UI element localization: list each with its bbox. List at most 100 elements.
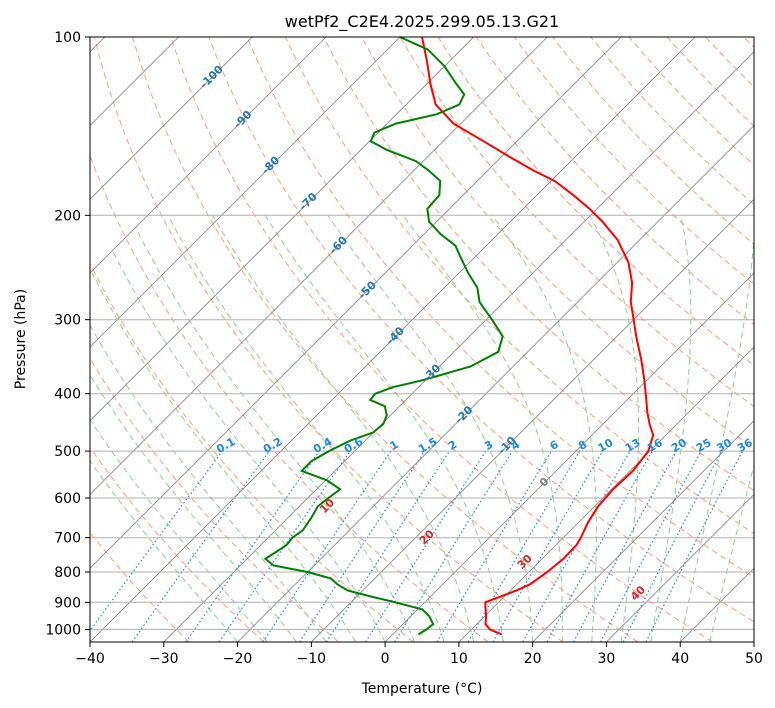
isotherm-line [532,420,754,642]
x-tick-label: 50 [745,651,763,667]
dry-adiabat-line [437,37,754,366]
isotherm-line [458,346,754,642]
dry-adiabat-line [90,262,414,642]
isotherm-line [90,37,253,200]
isotherm-label: -90 [231,108,254,131]
dry-adiabat-line [208,37,754,623]
y-tick-label: 900 [54,595,81,611]
moist-adiabat-line [650,215,692,642]
dry-adiabat-line [90,357,339,642]
mixing-ratio-line [299,450,426,642]
mixing-ratio-line [467,450,581,642]
dry-adiabat-line [399,37,754,408]
isotherm-line [679,567,754,642]
y-tick-label: 400 [54,387,81,403]
mixing-ratio-line [218,450,351,642]
mixing-ratio-line [546,450,653,642]
x-tick-label: −40 [75,651,105,667]
moist-adiabat-line [402,215,563,642]
mixing-ratio-line [572,450,677,642]
mixing-ratio-label: 36 [735,436,755,455]
mixing-ratio-line [522,450,631,642]
profile-series [263,37,655,636]
y-tick-label: 600 [54,491,81,507]
y-axis-label: Pressure (hPa) [13,289,29,389]
isotherm-line [311,198,754,642]
y-tick-label: 300 [54,313,81,329]
moist-adiabat-line [112,251,386,642]
dry-adiabat-line [323,37,754,492]
dry-adiabat-line [743,37,754,49]
moist-adiabat-line [91,272,357,642]
dry-adiabat-line [590,37,754,206]
isotherm-label: -60 [327,233,350,256]
mixing-ratio-line [262,450,392,642]
axes: −40 −30 −20 −10 0 10 20 30 40 50 100 200 300 400 500 60… [45,30,763,667]
plot-frame [89,36,755,643]
mixing-ratio-label: 10 [596,436,616,455]
dry-adiabat-line [93,37,564,642]
x-tick-label: 30 [598,651,616,667]
mixing-ratio-label: 25 [694,436,714,455]
dry-adiabat-line [284,37,754,535]
isotherm-label: -100 [197,62,226,91]
y-tick-label: 500 [54,444,81,460]
dry-adiabat-label: 40 [628,583,648,603]
isotherm-line [90,37,327,274]
moist-adiabat-line [167,215,445,642]
y-tick-label: 1000 [45,622,81,638]
mixing-ratio-label: 0.1 [214,435,237,456]
isotherm-label: -40 [384,324,407,347]
mixing-ratio-label: 0.4 [311,435,335,456]
dry-adiabat-line [705,37,754,88]
moist-adiabat-line [135,227,416,642]
x-tick-label: 40 [671,651,689,667]
x-tick-label: 10 [450,651,468,667]
isotherm-label: -50 [356,278,379,301]
x-tick-label: 20 [524,651,542,667]
isotherm-line [90,37,548,495]
x-tick-label: −30 [149,651,179,667]
dry-adiabat-label: 20 [417,527,437,547]
mixing-ratio-line [600,450,702,642]
y-tick-label: 800 [54,565,81,581]
mixing-ratio-line [645,450,744,642]
pressure-gridlines [90,37,754,630]
mixing-ratio-label: 1.5 [416,435,439,456]
moist-adiabat-line [90,418,268,642]
x-tick-label: −20 [223,651,253,667]
dry-adiabat-line [475,37,754,326]
dry-adiabat-line [90,154,489,642]
mixing-ratio-label: 0.2 [261,435,284,456]
isotherm-line [606,493,754,642]
isotherm-label: -70 [297,190,320,213]
dry-adiabat-line [513,37,754,285]
mixing-ratio-line [325,450,450,642]
dry-adiabat-line [628,37,754,166]
moist-adiabat-line [90,460,238,642]
moist-adiabat-line [90,373,297,642]
isotherm-line [90,37,696,642]
dry-adiabat-line [170,37,713,642]
moist-adiabat-line [212,215,475,642]
mixing-ratio-label: 13 [623,436,643,455]
isotherm-line [753,641,754,642]
y-tick-label: 200 [54,208,81,224]
moist-adiabat-line [90,324,327,642]
y-tick-label: 700 [54,531,81,547]
mixing-ratio-line [90,450,223,632]
y-tick-label: 100 [54,30,81,46]
mixing-ratio-label: 0.6 [342,435,366,456]
mixing-ratio-line [131,450,270,642]
isotherm-line [384,272,754,642]
moist-adiabat-line [264,215,504,642]
isotherm-label: -20 [452,403,475,426]
x-axis-label: Temperature (°C) [361,681,483,697]
mixing-ratio-line [185,450,320,642]
moist-adiabat-line [679,230,754,642]
dry-adiabat-line [246,37,754,578]
mixing-ratio-label: 30 [714,436,734,455]
mixing-ratio-line [394,450,513,642]
x-tick-label: 0 [381,651,390,667]
